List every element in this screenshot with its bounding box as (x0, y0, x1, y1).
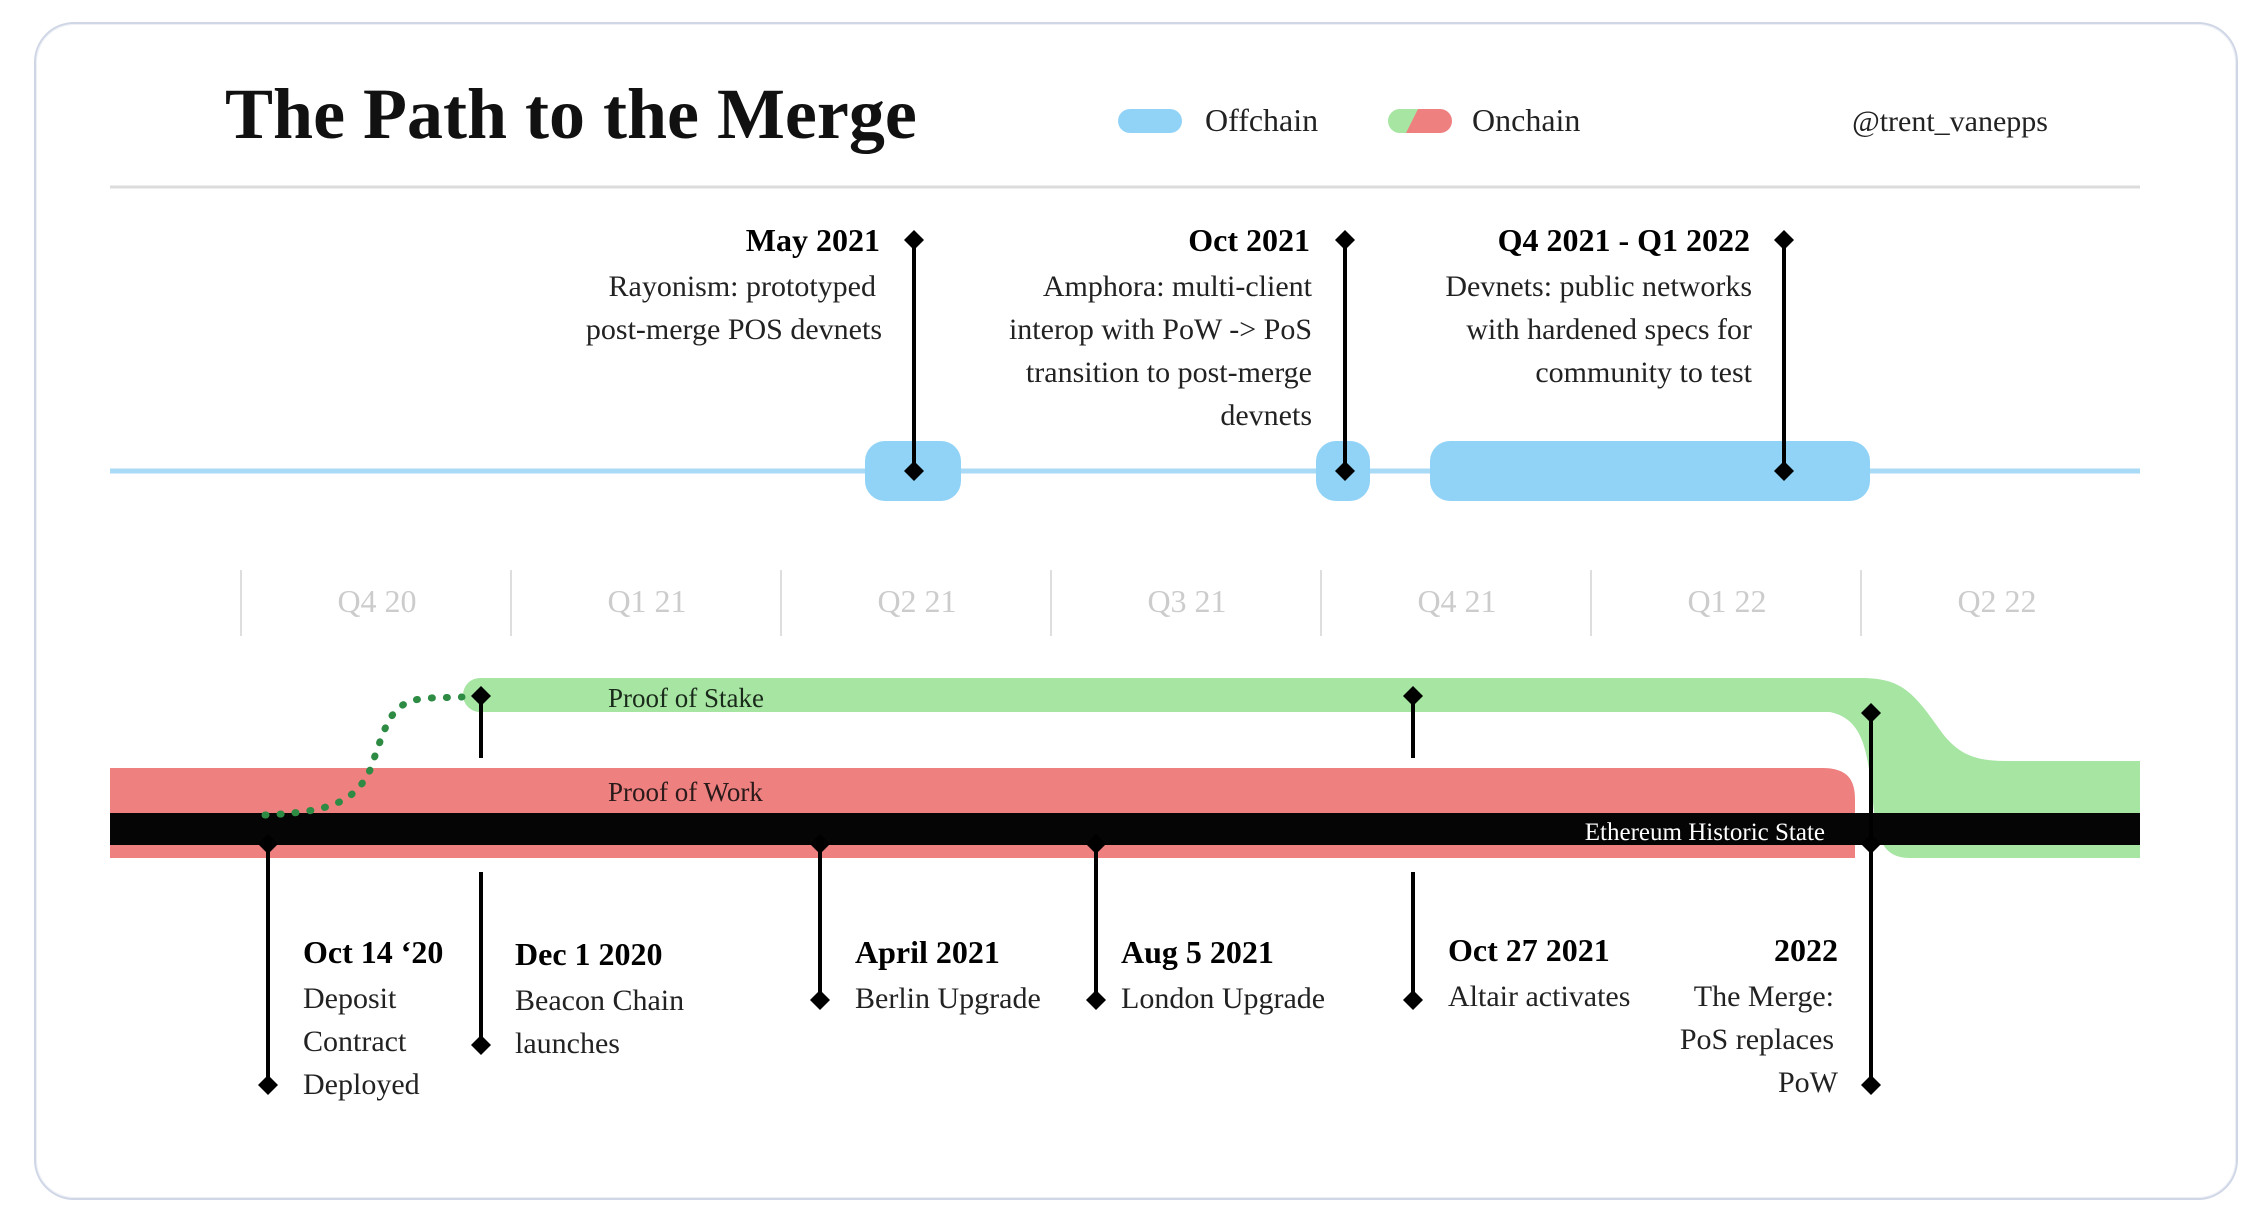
event-desc-line: Devnets: public networks (1445, 270, 1752, 303)
proof-of-stake-label: Proof of Stake (608, 683, 764, 713)
event-desc-line: transition to post-merge (1026, 356, 1312, 389)
event-desc-line: Berlin Upgrade (855, 982, 1041, 1015)
event-date: Oct 27 2021 (1448, 932, 1610, 968)
event-desc-line: post-merge POS devnets (586, 313, 882, 346)
quarter-label: Q4 21 (1417, 583, 1496, 619)
event-date: Q4 2021 - Q1 2022 (1498, 222, 1750, 258)
event-desc-line: Altair activates (1448, 980, 1630, 1013)
legend: Offchain Onchain (1118, 102, 1580, 138)
quarter-label: Q2 22 (1957, 583, 2036, 619)
offchain-event-2: Oct 2021 Amphora: multi-client interop w… (1009, 222, 1355, 481)
historic-state-label: Ethereum Historic State (1585, 819, 1825, 846)
quarter-axis: Q4 20 Q1 21 Q2 21 Q3 21 Q4 21 Q1 22 Q2 2… (240, 570, 2037, 636)
event-date: Aug 5 2021 (1121, 934, 1274, 970)
ethereum-historic-state-bar (110, 813, 2140, 845)
event-desc-line: London Upgrade (1121, 982, 1325, 1015)
quarter-label: Q1 21 (607, 583, 686, 619)
offchain-period-devnets (1430, 441, 1870, 501)
onchain-event-1: Oct 14 ‘20 Deposit Contract Deployed (258, 834, 443, 1101)
author-handle: @trent_vanepps (1852, 105, 2048, 138)
onchain-event-3: April 2021 Berlin Upgrade (810, 834, 1041, 1015)
onchain-event-2: Dec 1 2020 Beacon Chain launches (471, 872, 684, 1060)
event-marker-bottom (1774, 461, 1794, 481)
quarter-label: Q1 22 (1687, 583, 1766, 619)
event-desc-line: Deployed (303, 1068, 420, 1101)
deposit-contract-dotted-connector (261, 693, 466, 819)
event-marker-top (1774, 230, 1794, 250)
offchain-event-3: Q4 2021 - Q1 2022 Devnets: public networ… (1445, 222, 1794, 481)
marker-diamond (1086, 990, 1106, 1010)
marker-diamond (1861, 834, 1881, 854)
event-desc-line: with hardened specs for (1466, 313, 1752, 346)
onchain-event-5: Oct 27 2021 Altair activates (1403, 872, 1630, 1013)
offchain-event-1: May 2021 Rayonism: prototyped post-merge… (586, 222, 924, 481)
event-desc-line: interop with PoW -> PoS (1009, 313, 1312, 346)
event-desc-line: Amphora: multi-client (1043, 270, 1313, 303)
track-connectors (471, 686, 1881, 1085)
quarter-label: Q4 20 (337, 583, 416, 619)
onchain-event-6: 2022 The Merge: PoS replaces PoW (1680, 834, 1881, 1099)
event-desc-line: Contract (303, 1025, 407, 1058)
event-date: 2022 (1774, 932, 1838, 968)
event-desc-line: Rayonism: prototyped (609, 270, 876, 303)
offchain-track (110, 441, 2140, 501)
event-desc-line: community to test (1535, 356, 1752, 389)
event-desc-line: PoW (1778, 1066, 1839, 1099)
quarter-label: Q2 21 (877, 583, 956, 619)
event-desc-line: launches (515, 1027, 620, 1060)
event-marker-top (904, 230, 924, 250)
marker-diamond (810, 990, 830, 1010)
legend-offchain-swatch (1118, 109, 1182, 133)
event-date: Dec 1 2020 (515, 936, 663, 972)
event-desc-line: PoS replaces (1680, 1023, 1834, 1056)
marker-diamond (1403, 990, 1423, 1010)
event-desc-line: Beacon Chain (515, 984, 684, 1017)
event-desc-line: Deposit (303, 982, 397, 1015)
onchain-event-4: Aug 5 2021 London Upgrade (1086, 834, 1325, 1015)
event-date: Oct 14 ‘20 (303, 934, 443, 970)
event-marker-bottom (1335, 461, 1355, 481)
event-date: April 2021 (855, 934, 1000, 970)
event-date: Oct 2021 (1188, 222, 1310, 258)
legend-onchain-label: Onchain (1472, 102, 1580, 138)
marker-diamond (1861, 1075, 1881, 1095)
marker-diamond (258, 1075, 278, 1095)
onchain-tracks: Proof of Stake Proof of Work Ethereum Hi… (110, 678, 2140, 858)
event-desc-line: devnets (1220, 399, 1312, 432)
event-marker-bottom (904, 461, 924, 481)
event-marker-top (1335, 230, 1355, 250)
page-title: The Path to the Merge (225, 74, 917, 154)
marker-diamond (471, 1035, 491, 1055)
quarter-label: Q3 21 (1147, 583, 1226, 619)
event-desc-line: The Merge: (1694, 980, 1834, 1013)
event-date: May 2021 (746, 222, 880, 258)
legend-onchain-swatch (1388, 109, 1452, 133)
proof-of-work-label: Proof of Work (608, 777, 763, 807)
legend-offchain-label: Offchain (1205, 102, 1318, 138)
